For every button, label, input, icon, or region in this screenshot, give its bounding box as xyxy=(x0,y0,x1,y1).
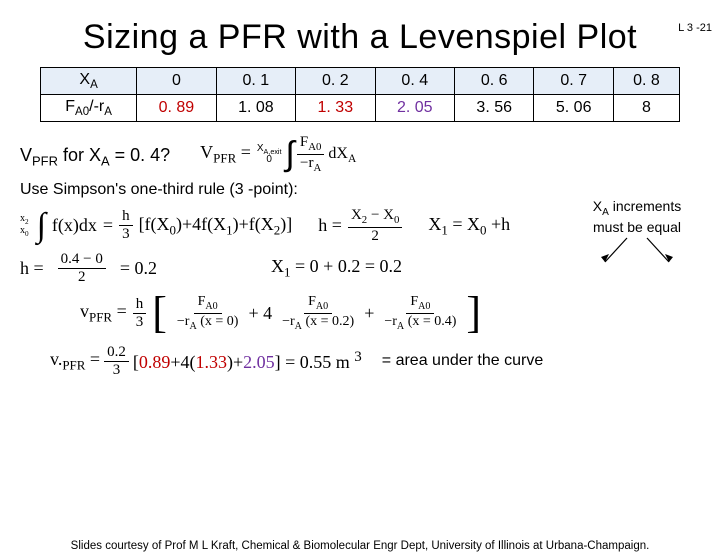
integrand: FA0 −rA xyxy=(297,134,325,175)
xa-cell: 0. 1 xyxy=(216,68,295,95)
integral-dx: dXA xyxy=(328,145,356,165)
footer-credit: Slides courtesy of Prof M L Kraft, Chemi… xyxy=(0,540,720,552)
question-text: VPFR for XA = 0. 4? xyxy=(20,145,170,169)
increment-note: XA incrementsmust be equal xyxy=(572,198,702,266)
data-table: XA 0 0. 1 0. 2 0. 4 0. 6 0. 7 0. 8 FA0/-… xyxy=(40,67,680,122)
xa-cell: 0 xyxy=(137,68,216,95)
vpfr-integral: VPFR = XA,exit0 ∫ FA0 −rA dXA xyxy=(200,134,356,175)
page-number: L 3 -21 xyxy=(678,22,712,34)
val-cell: 8 xyxy=(613,95,679,122)
note-arrows-icon xyxy=(597,236,677,266)
val-cell: 3. 56 xyxy=(455,95,534,122)
val-cell: 1. 08 xyxy=(216,95,295,122)
row-header-xa: XA xyxy=(41,68,137,95)
simpson-text: Use Simpson's one-third rule (3 -point): xyxy=(20,181,720,199)
vpfr-expansion: vPFR = h3 [ FA0−rA (x = 0) + 4 FA0−rA (x… xyxy=(80,294,720,334)
integral-sign: ∫ xyxy=(286,143,295,167)
final-result: v.PFR = 0.23 [0.89+4(1.33)+2.05] = 0.55 … xyxy=(50,344,720,379)
xa-cell: 0. 2 xyxy=(296,68,375,95)
xa-cell: 0. 7 xyxy=(534,68,613,95)
xa-cell: 0. 6 xyxy=(455,68,534,95)
integral-lhs: VPFR = xyxy=(200,142,251,167)
val-cell: 2. 05 xyxy=(375,95,454,122)
page-title: Sizing a PFR with a Levenspiel Plot xyxy=(0,18,720,57)
val-cell: 1. 33 xyxy=(296,95,375,122)
val-cell: 5. 06 xyxy=(534,95,613,122)
int-lower: 0 xyxy=(257,155,282,165)
xa-cell: 0. 8 xyxy=(613,68,679,95)
xa-cell: 0. 4 xyxy=(375,68,454,95)
val-cell: 0. 89 xyxy=(137,95,216,122)
row-header-ratio: FA0/-rA xyxy=(41,95,137,122)
area-text: = area under the curve xyxy=(382,352,543,370)
